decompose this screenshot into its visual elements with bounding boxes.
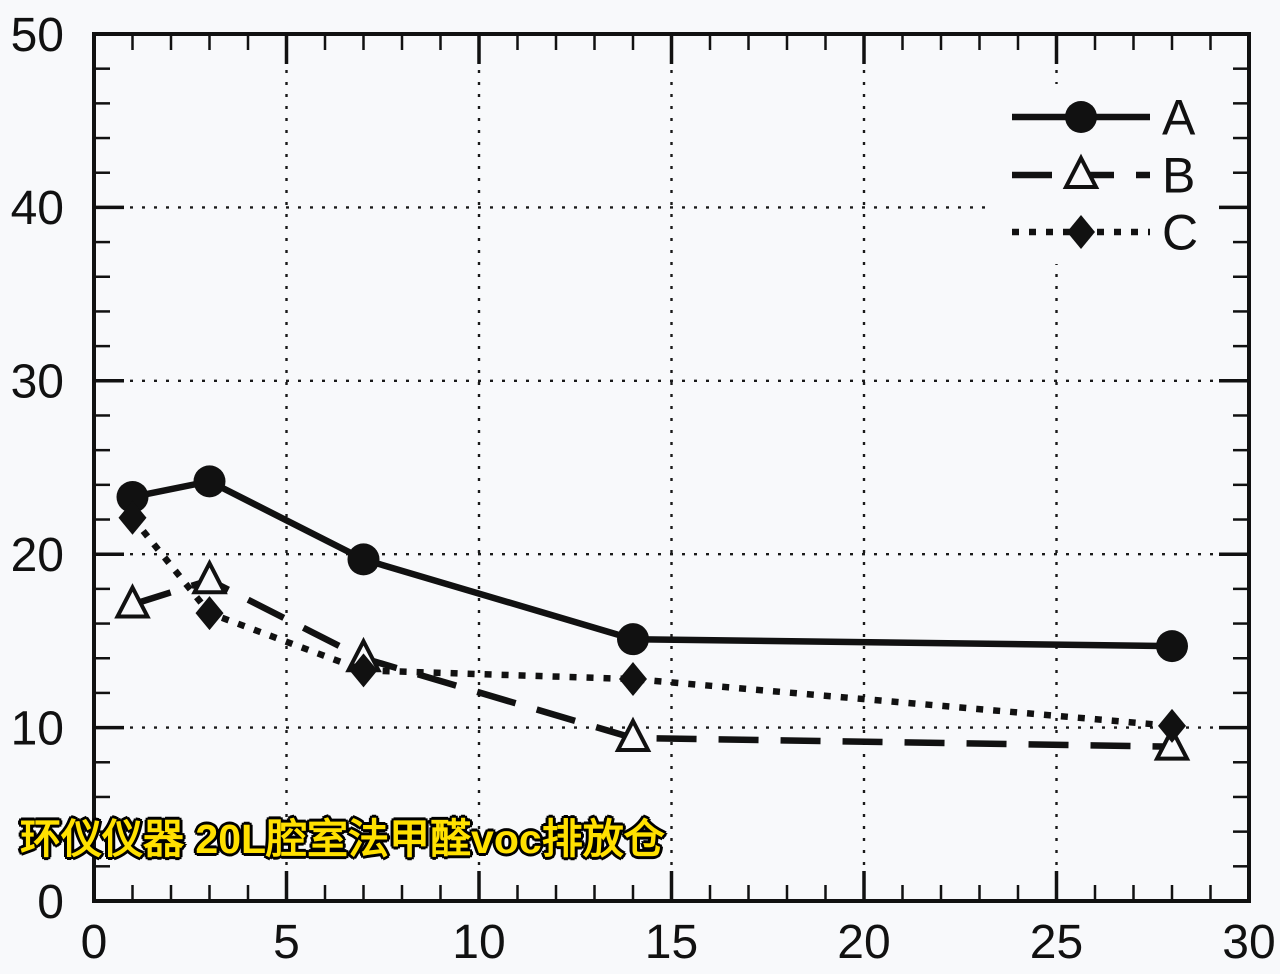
legend: ABC (1012, 90, 1198, 261)
x-tick-label: 0 (81, 916, 108, 969)
legend-marker-C (1067, 215, 1095, 249)
y-tick-label: 50 (11, 9, 64, 62)
series-C-line (129, 515, 1173, 730)
gridlines (94, 34, 1249, 901)
x-tick-label: 25 (1030, 916, 1083, 969)
legend-item-C: C (1012, 205, 1198, 261)
legend-label-B: B (1162, 148, 1195, 204)
series-A-marker (617, 623, 649, 656)
x-tick-label: 10 (452, 916, 505, 969)
series-C-marker (1158, 708, 1186, 743)
y-tick-label: 20 (11, 529, 64, 582)
y-tick-label: 10 (11, 702, 64, 755)
series-B-marker (1153, 725, 1191, 761)
series-C (118, 500, 1186, 743)
plot-frame (92, 32, 1251, 903)
series-C-marker (195, 596, 224, 631)
x-tick-label: 20 (837, 916, 890, 969)
series-B-marker (191, 558, 228, 595)
series-B-marker (114, 583, 151, 619)
y-tick-label: 40 (11, 182, 64, 235)
axis-ticks (92, 32, 1251, 903)
series-A-marker (116, 480, 149, 513)
series-A (116, 465, 1188, 663)
y-tick-label: 0 (37, 876, 64, 929)
series-A-marker (1156, 630, 1188, 663)
series-C-marker (118, 500, 147, 535)
legend-item-A: A (1012, 90, 1196, 146)
y-tick-label: 30 (11, 356, 64, 409)
legend-marker-A (1065, 101, 1097, 133)
legend-marker-B (1062, 153, 1100, 189)
axis-labels: 0 5 10 15 20 25 30 0 10 20 30 40 50 (11, 9, 1276, 969)
x-tick-label: 5 (273, 916, 300, 969)
series-A-marker (347, 543, 380, 576)
legend-label-C: C (1162, 205, 1198, 261)
series-B-marker (614, 716, 652, 753)
watermark-text: 环仪仪器 20L腔室法甲醛voc排放仓 (20, 816, 665, 862)
legend-item-B: B (1012, 148, 1195, 204)
x-tick-label: 30 (1222, 916, 1275, 969)
legend-label-A: A (1162, 90, 1196, 146)
series-C-marker (619, 662, 647, 697)
x-tick-label: 15 (645, 916, 698, 969)
series-A-marker (193, 465, 226, 498)
series-C-marker (349, 653, 378, 688)
